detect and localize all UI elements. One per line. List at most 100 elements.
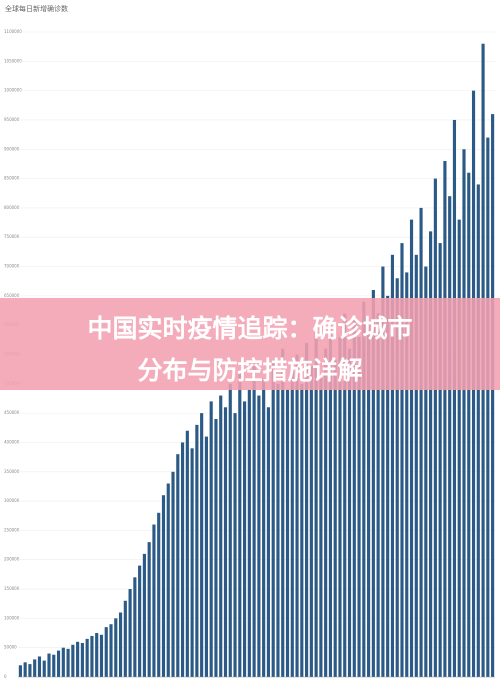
- y-tick-label: 1100000: [4, 29, 22, 34]
- bar: [433, 178, 437, 677]
- bar: [285, 389, 290, 677]
- bar: [371, 290, 375, 677]
- bar: [52, 654, 56, 677]
- bar: [114, 618, 118, 677]
- bar: [309, 366, 313, 677]
- bar: [243, 401, 247, 677]
- bar: [429, 231, 433, 677]
- y-tick-label: 300000: [4, 498, 20, 503]
- bar: [204, 436, 208, 677]
- bar: [452, 119, 457, 678]
- bar: [367, 325, 371, 677]
- bar: [462, 149, 466, 678]
- bar: [338, 336, 342, 677]
- y-tick-label: 150000: [4, 586, 20, 591]
- bar: [176, 454, 180, 677]
- bar: [271, 360, 275, 677]
- bar: [128, 589, 132, 677]
- bar: [56, 650, 61, 677]
- bar: [80, 642, 84, 677]
- bar: [300, 383, 304, 677]
- bar: [71, 644, 75, 677]
- y-tick-label: 800000: [4, 205, 20, 210]
- bar: [405, 272, 409, 677]
- bar: [343, 313, 347, 677]
- bar: [262, 377, 266, 677]
- bar: [195, 424, 199, 677]
- y-tick-label: 250000: [4, 527, 20, 532]
- bar: [319, 377, 323, 677]
- y-tick-label: 850000: [4, 176, 20, 181]
- bar: [190, 448, 194, 677]
- y-tick-label: 50000: [4, 645, 17, 650]
- bar: [476, 184, 480, 678]
- bar: [99, 634, 104, 677]
- bar: [491, 114, 495, 677]
- bar: [223, 407, 228, 677]
- bar: [200, 413, 204, 677]
- bar: [305, 342, 309, 677]
- bar: [152, 524, 156, 677]
- bar: [142, 553, 146, 677]
- bar: [85, 638, 89, 677]
- bar: [238, 372, 242, 677]
- bar: [295, 354, 299, 677]
- bar: [257, 395, 261, 677]
- bar: [486, 137, 490, 677]
- bar: [390, 254, 395, 677]
- bar: [376, 313, 380, 677]
- y-tick-label: 650000: [4, 293, 20, 298]
- bar: [23, 662, 27, 677]
- bar: [409, 219, 414, 678]
- bar: [47, 653, 51, 677]
- bar: [104, 627, 108, 677]
- y-tick-label: 350000: [4, 469, 20, 474]
- plot: 0 50000 100000 150000 200000 250000 300000 3500…: [4, 29, 495, 679]
- bar: [247, 389, 251, 677]
- chart-title: 全球每日新增确诊数: [5, 4, 68, 13]
- bar: [180, 442, 185, 677]
- bar: [328, 325, 333, 677]
- bar: [290, 372, 294, 677]
- bar: [395, 278, 399, 677]
- bar: [33, 659, 37, 677]
- bar: [443, 161, 447, 677]
- bar: [118, 612, 123, 677]
- bar: [252, 366, 256, 677]
- bar: [66, 648, 70, 677]
- bar: [362, 301, 366, 677]
- bar: [333, 360, 337, 677]
- bar: [228, 383, 232, 677]
- bar: [324, 348, 328, 677]
- banner-bg: [0, 298, 500, 390]
- bar: [37, 656, 42, 677]
- bar: [209, 401, 213, 677]
- bar: [281, 348, 285, 677]
- y-tick-label: 1000000: [4, 88, 22, 93]
- bar: [109, 624, 113, 677]
- bar: [18, 665, 22, 677]
- bar: [157, 512, 161, 677]
- bar: [448, 196, 452, 677]
- bar: [123, 600, 127, 677]
- bar: [233, 413, 237, 677]
- bar: [314, 331, 318, 677]
- bar: [61, 647, 65, 677]
- y-tick-label: 750000: [4, 234, 20, 239]
- bar: [457, 219, 461, 678]
- bar: [147, 542, 151, 677]
- bar: [347, 348, 352, 677]
- bar: [386, 295, 390, 677]
- bar: [219, 395, 223, 677]
- bar: [138, 565, 142, 677]
- bar: [357, 336, 361, 677]
- bar: [400, 243, 404, 677]
- bar: [28, 664, 32, 677]
- bar: [133, 577, 137, 677]
- bar: [185, 430, 189, 677]
- bar: [414, 254, 418, 677]
- bar: [161, 495, 166, 677]
- y-tick-label: 950000: [4, 117, 20, 122]
- bar: [424, 266, 428, 677]
